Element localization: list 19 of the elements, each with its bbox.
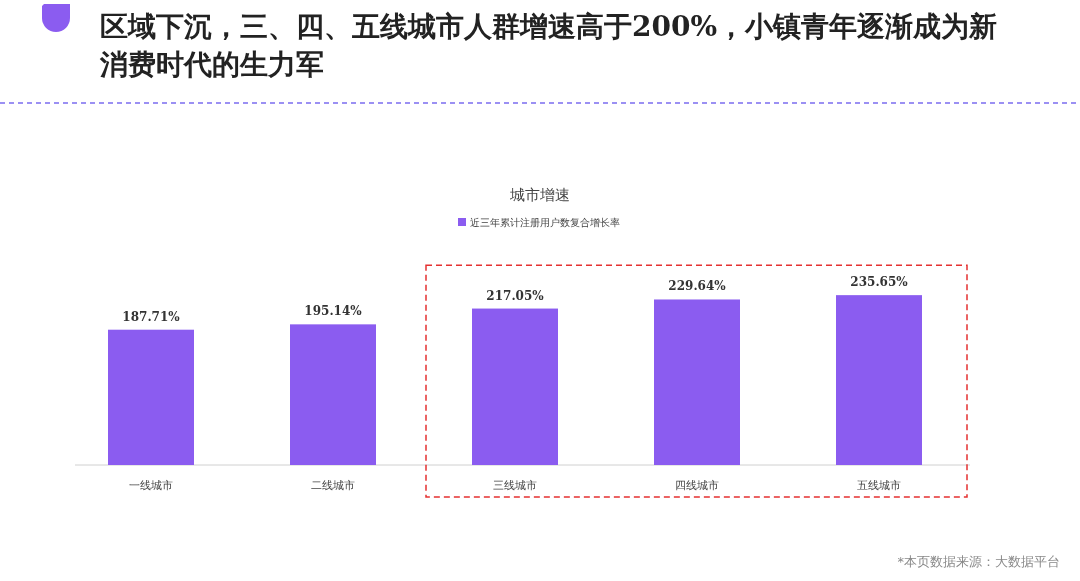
data-label: 229.64% bbox=[668, 279, 727, 294]
x-tick-label: 四线城市 bbox=[675, 479, 719, 492]
legend-label: 近三年累计注册用户数复合增长率 bbox=[470, 217, 620, 228]
data-label: 235.65% bbox=[850, 275, 909, 290]
bar bbox=[290, 324, 376, 465]
x-tick-label: 二线城市 bbox=[311, 479, 355, 492]
x-tick-label: 三线城市 bbox=[493, 479, 537, 492]
data-label: 217.05% bbox=[486, 288, 545, 303]
chart-title: 区域下沉，三、四、五线城市人群增速高于200%，小镇青年逐渐成为新消费时代的生力军 bbox=[99, 10, 998, 81]
bar bbox=[836, 295, 922, 465]
bar bbox=[654, 299, 740, 465]
x-tick-label: 一线城市 bbox=[129, 479, 173, 492]
x-tick-label: 五线城市 bbox=[857, 479, 901, 492]
bar bbox=[472, 308, 558, 465]
chart-subtitle: 城市增速 bbox=[509, 186, 570, 204]
text: *本页数据来源：大数据平台 bbox=[897, 554, 1060, 569]
data-label: 195.14% bbox=[304, 304, 363, 319]
bar bbox=[108, 329, 194, 465]
data-label: 187.71% bbox=[122, 309, 181, 324]
